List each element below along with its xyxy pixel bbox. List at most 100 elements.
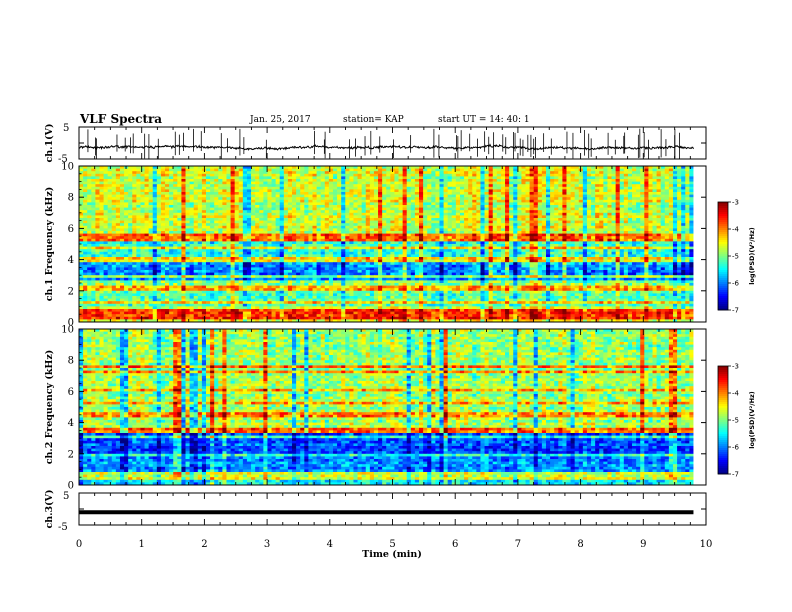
spectrogram-cell — [111, 212, 117, 216]
spectrogram-cell — [197, 241, 203, 245]
spectrogram-cell — [591, 207, 596, 211]
spectrogram-cell — [632, 194, 637, 198]
spectrogram-cell — [468, 241, 473, 245]
spectrogram-cell — [222, 197, 227, 201]
spectrogram-cell — [218, 210, 223, 214]
spectrogram-cell — [197, 184, 203, 188]
spectrogram-cell — [287, 249, 293, 253]
spectrogram-cell — [636, 166, 641, 169]
spectrogram-cell — [382, 189, 387, 193]
spectrogram-cell — [337, 249, 342, 253]
spectrogram-cell — [689, 225, 694, 229]
spectrogram-cell — [685, 207, 690, 211]
spectrogram-cell — [591, 179, 596, 182]
spectrogram-cell — [324, 168, 330, 172]
spectrogram-cell — [648, 218, 653, 221]
spectrogram-cell — [476, 197, 481, 201]
spectrogram-cell — [324, 189, 330, 193]
spectrogram-cell — [341, 171, 346, 175]
spectrogram-cell — [414, 192, 420, 195]
spectrogram-cell — [570, 244, 576, 247]
spectrogram-cell — [410, 231, 416, 234]
spectrogram-cell — [263, 205, 268, 208]
spectrogram-cell — [132, 228, 137, 232]
spectrogram-cell — [517, 194, 522, 198]
spectrogram-cell — [259, 220, 264, 224]
spectrogram-cell — [205, 171, 211, 175]
spectrogram-cell — [152, 202, 158, 206]
spectrogram-cell — [169, 205, 174, 208]
spectrogram-cell — [459, 171, 465, 175]
spectrogram-cell — [513, 212, 518, 216]
spectrogram-cell — [263, 192, 268, 195]
spectrogram-cell — [382, 192, 387, 195]
spectrogram-cell — [689, 244, 694, 247]
spectrogram-cell — [140, 176, 145, 180]
spectrogram-cell — [496, 233, 502, 237]
spectrogram-cell — [357, 228, 363, 232]
spectrogram-cell — [582, 179, 588, 182]
spectrogram-cell — [251, 194, 256, 198]
spectrogram-cell — [214, 212, 219, 216]
spectrogram-cell — [287, 184, 293, 188]
spectrogram-cell — [623, 202, 629, 206]
spectrogram-cell — [267, 176, 272, 180]
spectrogram-cell — [484, 210, 490, 214]
spectrogram-cell — [234, 194, 240, 198]
spectrogram-cell — [459, 241, 465, 245]
spectrogram-cell — [451, 218, 457, 221]
spectrogram-cell — [365, 189, 371, 193]
spectrogram-cell — [230, 225, 236, 229]
spectrogram-cell — [398, 197, 404, 201]
spectrogram-cell — [337, 231, 342, 234]
spectrogram-cell — [201, 181, 207, 185]
spectrogram-cell — [103, 225, 109, 229]
spectrogram-cell — [136, 173, 141, 177]
spectrogram-cell — [173, 241, 178, 245]
spectrogram-cell — [455, 225, 461, 229]
spectrogram-cell — [386, 184, 391, 188]
spectrogram-cell — [619, 210, 625, 214]
spectrogram-cell — [472, 215, 477, 219]
spectrogram-cell — [668, 225, 674, 229]
spectrogram-cell — [435, 215, 440, 219]
spectrogram-cell — [488, 194, 494, 198]
spectrogram-cell — [509, 218, 514, 221]
spectrogram-cell — [103, 181, 109, 185]
spectrogram-cell — [95, 171, 100, 175]
spectrogram-cell — [406, 194, 412, 198]
spectrogram-cell — [435, 223, 440, 227]
spectrogram-cell — [570, 246, 576, 250]
spectrogram-cell — [451, 244, 457, 247]
spectrogram-cell — [611, 189, 617, 193]
start-ut-text: start UT = 14: 40: 1 — [438, 115, 530, 125]
spectrogram-cell — [189, 189, 195, 193]
spectrogram-cell — [414, 181, 420, 185]
spectrogram-cell — [443, 181, 449, 185]
spectrogram-cell — [296, 197, 301, 201]
spectrogram-cell — [369, 189, 375, 193]
spectrogram-cell — [537, 186, 543, 190]
spectrogram-cell — [378, 238, 383, 242]
spectrogram-cell — [459, 212, 465, 216]
spectrogram-cell — [308, 173, 313, 177]
spectrogram-cell — [345, 186, 350, 190]
spectrogram-cell — [554, 192, 559, 195]
spectrogram-cell — [685, 202, 690, 206]
spectrogram-cell — [124, 186, 129, 190]
spectrogram-cell — [427, 189, 432, 193]
spectrogram-cell — [99, 176, 104, 180]
spectrogram-cell — [107, 181, 113, 185]
spectrogram-cell — [390, 197, 395, 201]
spectrogram-cell — [177, 241, 182, 245]
spectrogram-cell — [312, 246, 317, 250]
spectrogram-cell — [677, 210, 682, 214]
spectrogram-cell — [292, 199, 297, 203]
spectrogram-cell — [537, 249, 543, 253]
spectrogram-cell — [201, 218, 207, 221]
spectrogram-cell — [205, 176, 211, 180]
spectrogram-cell — [541, 168, 547, 172]
spectrogram-cell — [205, 199, 211, 203]
spectrogram-cell — [455, 223, 461, 227]
spectrogram-cell — [459, 225, 465, 229]
